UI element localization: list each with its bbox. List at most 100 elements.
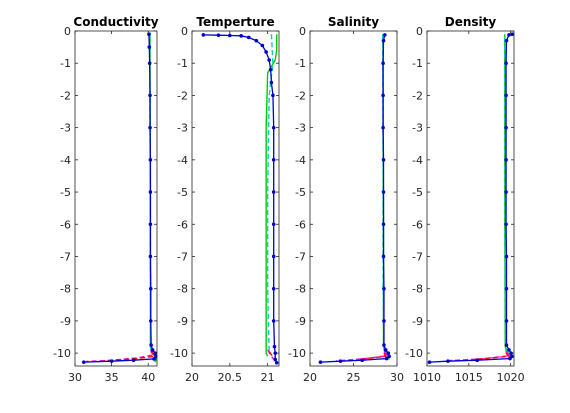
salinity-series-4-point-14	[387, 354, 391, 359]
temperture-title: Temperture	[196, 15, 274, 29]
temperture-ytick-label: 0	[181, 25, 188, 38]
temperture-series-4-point-2	[228, 33, 232, 38]
density-xtick-label: 1010	[413, 371, 441, 384]
temperture-series-4-point-10	[269, 80, 274, 85]
conductivity-series-4-point-3	[148, 93, 152, 98]
density-frame	[426, 30, 515, 367]
conductivity-series-4-point-1	[147, 45, 152, 49]
density-series-3-line	[472, 352, 511, 361]
conductivity-series-4-point-7	[148, 222, 153, 227]
salinity-series-4-point-5	[381, 158, 386, 162]
density-plot-area	[427, 31, 514, 366]
temperture-series-4-point-6	[260, 43, 265, 48]
salinity-ytick-label: -3	[295, 122, 306, 135]
salinity-ytick-label: -10	[288, 347, 306, 360]
conductivity-frame	[74, 30, 158, 367]
conductivity-title: Conductivity	[73, 15, 158, 29]
salinity-series-4-point-2	[381, 61, 385, 66]
salinity-ytick-label: -7	[295, 250, 306, 263]
density-series-4-point-8	[504, 222, 508, 227]
salinity-xtick-label: 25	[347, 371, 361, 384]
density-series-4-point-12	[504, 343, 509, 347]
density-ytick-label: -9	[412, 315, 423, 328]
temperture-ytick-label: -4	[177, 154, 188, 167]
conductivity-axes: 0 -1 -2 -3 -4 -5 -6 -7 -8 -9 -10 30 35 40 Conductivity	[53, 15, 159, 384]
density-series-4-point-16	[508, 356, 512, 361]
temperture-series-4-point-3	[239, 34, 243, 38]
density-series-4-point-19	[427, 360, 432, 364]
density-ytick-label: -2	[412, 89, 423, 102]
conductivity-xtick-label: 40	[141, 371, 155, 384]
salinity-xtick-label: 20	[303, 371, 317, 384]
density-axes: 0 -1 -2 -3 -4 -5 -6 -7 -8 -9 -10 1010 1015 1020 Densit…	[405, 15, 525, 384]
density-ytick-label: -7	[412, 250, 423, 263]
conductivity-series-4-point-0	[147, 32, 151, 37]
temperture-series-4-point-21	[273, 357, 278, 362]
salinity-series-4-point-8	[381, 254, 386, 259]
temperture-ytick-label: -9	[177, 315, 188, 328]
salinity-series-4-point-3	[381, 93, 385, 98]
density-ytick-label: -1	[412, 57, 423, 70]
density-series-4-point-1	[507, 33, 511, 37]
salinity-series-4-point-9	[382, 286, 386, 291]
density-series-4-point-2	[504, 38, 509, 43]
conductivity-series-4-point-4	[148, 125, 152, 130]
temperture-series-4-point-11	[271, 93, 275, 98]
temperture-plot-area	[192, 31, 279, 366]
salinity-series-4-point-10	[382, 319, 386, 323]
density-series-4-point-4	[504, 93, 508, 98]
temperture-series-4-point-14	[271, 190, 276, 194]
salinity-ytick-label: -4	[295, 154, 306, 167]
conductivity-series-4-point-14	[154, 354, 157, 359]
temperture-ytick-label: -3	[177, 122, 188, 135]
temperture-series-4-point-12	[271, 125, 276, 130]
conductivity-series-4-point-15	[152, 357, 156, 361]
conductivity-series-4-point-17	[109, 359, 114, 363]
temperture-series-4-point-20	[273, 351, 278, 355]
salinity-ytick-label: 0	[299, 25, 306, 38]
salinity-series-3-line	[357, 352, 387, 361]
salinity-ytick-label: -6	[295, 218, 306, 231]
conductivity-series-4-point-5	[148, 158, 153, 162]
salinity-ytick-label: -8	[295, 283, 306, 296]
salinity-series-4-point-6	[381, 190, 386, 194]
density-ytick-label: 0	[416, 25, 423, 38]
density-xtick-label: 1015	[455, 371, 483, 384]
salinity-series-4-point-0	[383, 33, 387, 37]
salinity-series-2-line	[336, 351, 389, 362]
temperture-data	[201, 33, 279, 365]
salinity-series-4-point-16	[360, 358, 365, 363]
density-series-4-point-7	[504, 190, 508, 194]
temperture-series-4-point-1	[216, 33, 221, 37]
salinity-series-4-point-12	[383, 348, 388, 352]
temperture-series-4-point-19	[272, 344, 277, 349]
density-series-4-point-11	[504, 319, 509, 323]
density-series-4-point-10	[504, 286, 509, 291]
temperture-ytick-label: -10	[170, 347, 188, 360]
conductivity-series-4-point-16	[131, 358, 136, 363]
salinity-data	[318, 33, 391, 364]
temperture-series-4-point-22	[274, 360, 279, 365]
conductivity-ytick-label: -9	[60, 315, 71, 328]
salinity-ytick-label: -1	[295, 57, 306, 70]
temperture-ytick-label: -1	[177, 57, 188, 70]
conductivity-ytick-label: 0	[64, 25, 71, 38]
temperture-series-1-line	[266, 34, 274, 354]
temperture-series-4-point-7	[264, 50, 268, 54]
salinity-xtick-label: 30	[390, 371, 404, 384]
temperture-series-4-point-8	[267, 58, 271, 62]
density-ytick-label: -8	[412, 283, 423, 296]
temperture-series-4-point-9	[268, 67, 273, 72]
density-ytick-label: -4	[412, 154, 423, 167]
conductivity-series-4-point-9	[148, 286, 153, 291]
conductivity-series-4-point-18	[81, 360, 86, 364]
density-ytick-label: -3	[412, 122, 423, 135]
density-title: Density	[445, 15, 497, 29]
density-series-4-point-0	[510, 32, 514, 37]
temperture-ytick-label: -5	[177, 186, 188, 199]
density-series-4-point-6	[504, 158, 508, 162]
temperture-ytick-label: -6	[177, 218, 188, 231]
density-series-4-point-17	[475, 358, 479, 363]
conductivity-ytick-label: -8	[60, 283, 71, 296]
